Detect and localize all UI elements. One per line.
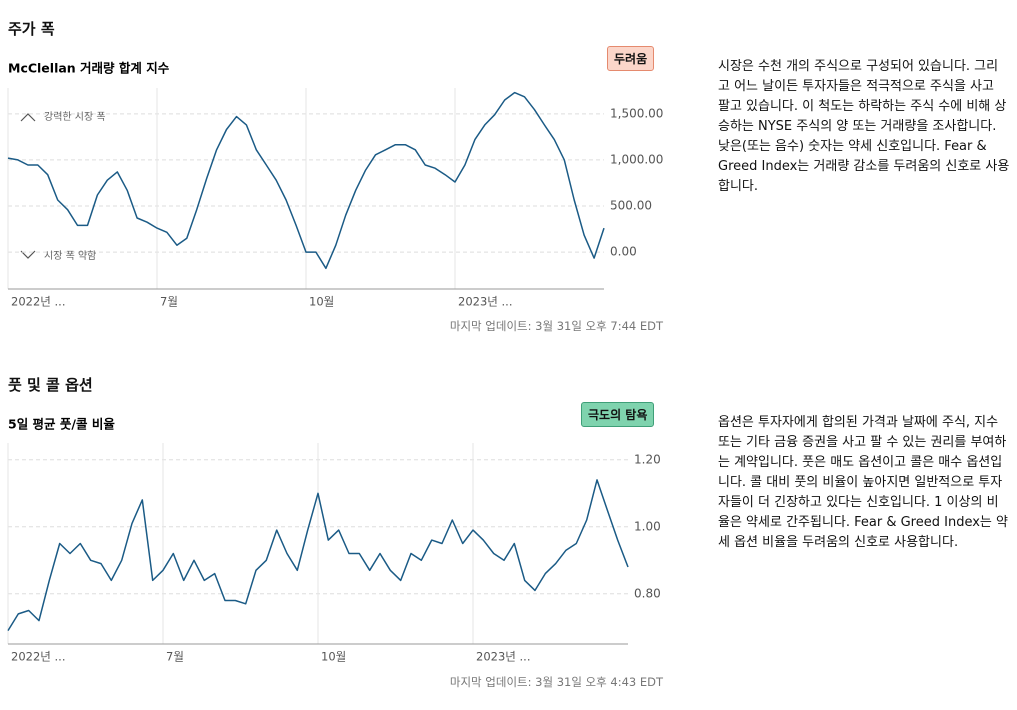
- line-series: [7, 479, 629, 631]
- chart-title: McClellan 거래량 합계 지수: [8, 61, 170, 76]
- x-tick-label: 10월: [309, 295, 334, 309]
- section-heading: 주가 폭: [8, 20, 55, 38]
- annotation: 강력한 시장 폭: [44, 111, 106, 123]
- x-tick-label: 2023년 ...: [458, 295, 512, 309]
- y-tick-label: 1,500.00: [610, 106, 663, 120]
- arrow-down: [20, 250, 36, 259]
- x-tick-label: 10월: [321, 650, 346, 664]
- y-tick-label: 1,000.00: [610, 152, 663, 166]
- badge: 극도의 탐욕: [581, 402, 655, 427]
- chart-title: 5일 평균 풋/콜 비율: [8, 417, 115, 432]
- section-heading: 풋 및 콜 옵션: [8, 376, 93, 394]
- badge: 두려움: [607, 46, 655, 71]
- x-tick-label: 2022년 ...: [11, 650, 65, 664]
- y-tick-label: 0.00: [610, 245, 637, 259]
- line-series: [7, 91, 605, 270]
- annotation: 시장 폭 약함: [44, 250, 96, 262]
- description: 옵션은 투자자에게 합의된 가격과 날짜에 주식, 지수 또는 기타 금융 증권…: [718, 415, 1008, 550]
- y-tick-label: 1.20: [634, 452, 661, 466]
- updated: 마지막 업데이트: 3월 31일 오후 4:43 EDT: [449, 675, 663, 689]
- x-tick-label: 7월: [160, 295, 178, 309]
- x-tick-label: 2023년 ...: [476, 650, 530, 664]
- y-tick-label: 1.00: [634, 519, 661, 533]
- x-tick-label: 2022년 ...: [11, 295, 65, 309]
- x-tick-label: 7월: [166, 650, 184, 664]
- description: 시장은 수천 개의 주식으로 구성되어 있습니다. 그리고 어느 날이든 투자자…: [718, 59, 1010, 194]
- y-tick-label: 500.00: [610, 199, 652, 213]
- updated: 마지막 업데이트: 3월 31일 오후 7:44 EDT: [449, 319, 663, 333]
- y-tick-label: 0.80: [634, 586, 661, 600]
- arrow-up: [20, 113, 36, 122]
